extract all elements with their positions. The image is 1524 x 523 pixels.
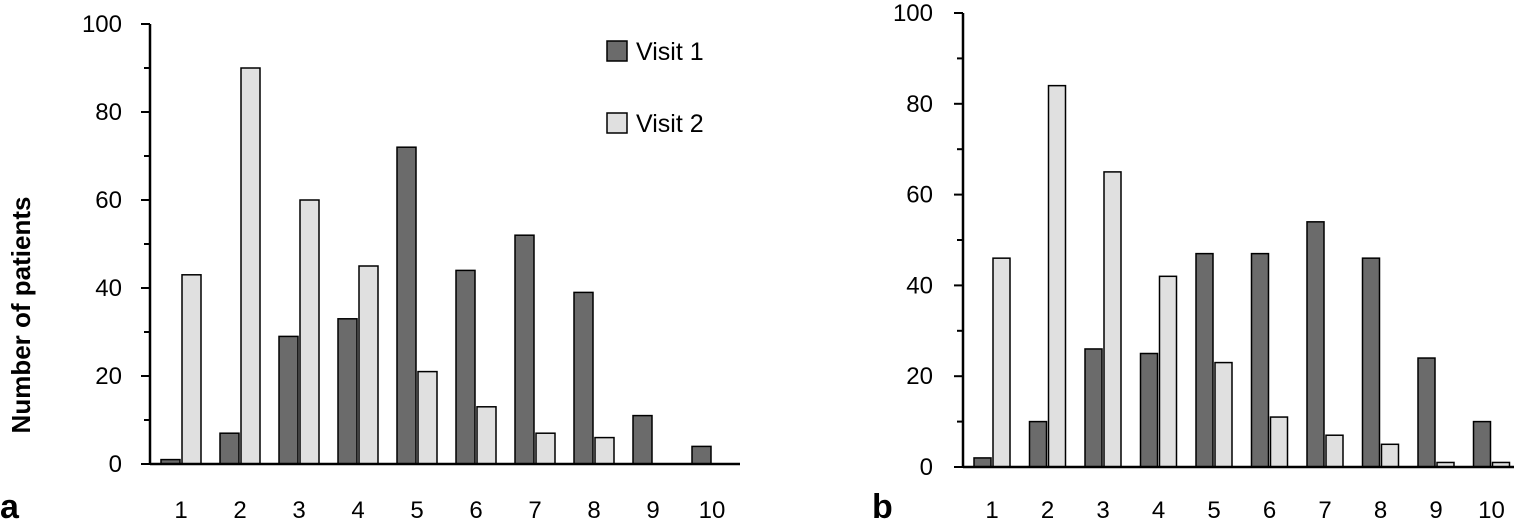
bar-visit-2: [417, 370, 438, 465]
bar-visit-2: [1380, 443, 1400, 468]
y-tick-label: 20: [95, 363, 122, 390]
bar-visit-2: [240, 67, 261, 465]
x-tick-label: 4: [1152, 497, 1165, 523]
bar-visit-1: [219, 432, 240, 465]
bar-visit-1: [632, 414, 653, 465]
bar-visit-2: [594, 436, 615, 465]
y-tick-label: 40: [906, 272, 933, 299]
y-tick-label: 80: [906, 91, 933, 118]
bar-visit-1: [396, 146, 417, 465]
x-tick-label: 9: [1429, 497, 1442, 523]
bar-visit-2: [1047, 84, 1067, 468]
bar-visit-2: [535, 432, 556, 465]
bar-visit-1: [1417, 357, 1436, 468]
bar-visit-1: [514, 234, 535, 465]
legend: Visit 1 Visit 2: [606, 38, 704, 138]
x-tick-label: 1: [174, 497, 187, 523]
y-axis-label: Number of patients: [6, 197, 36, 434]
bar-visit-1: [1139, 352, 1159, 468]
x-tick-label: 2: [1041, 497, 1054, 523]
panel-a-label: a: [0, 488, 20, 523]
legend-label-visit-2: Visit 2: [636, 110, 704, 138]
bar-visit-2: [1269, 416, 1289, 468]
panel-b-chart: 0 20 40 60 80 100 1 2 3 4 5 6 7 8 9 10: [893, 0, 1514, 523]
x-tick-label: 4: [351, 497, 364, 523]
x-tick-label: 1: [985, 497, 998, 523]
x-tick-label: 5: [410, 497, 423, 523]
y-tick-label: 100: [82, 11, 122, 38]
bar-visit-1: [691, 445, 712, 465]
panel-b-label: b: [872, 488, 893, 523]
y-tick-label: 60: [906, 182, 933, 209]
x-tick-label: 6: [469, 497, 482, 523]
bar-visit-1: [1306, 221, 1325, 468]
bar-visit-1: [1195, 252, 1214, 468]
x-tick-label: 7: [1318, 497, 1331, 523]
bar-visit-2: [1103, 171, 1122, 468]
panel-a-chart: 0 20 40 60 80 100 1 2 3 4 5 6 7 8 9 10 Visit 1 Visit 2: [82, 11, 740, 523]
bar-visit-1: [1028, 420, 1048, 468]
bar-visit-1: [1472, 420, 1492, 468]
legend-label-visit-1: Visit 1: [636, 38, 704, 66]
bar-visit-2: [1325, 434, 1344, 468]
x-tick-label: 5: [1207, 497, 1220, 523]
x-tick-label: 3: [292, 497, 305, 523]
bar-visit-1: [973, 457, 992, 468]
bar-visit-2: [1158, 275, 1178, 468]
bar-visit-1: [1250, 252, 1270, 468]
y-tick-label: 0: [920, 454, 933, 481]
x-tick-label: 6: [1263, 497, 1276, 523]
bar-visit-2: [358, 265, 379, 465]
y-tick-label: 60: [95, 187, 122, 214]
x-tick-label: 8: [587, 497, 600, 523]
x-tick-label: 2: [233, 497, 246, 523]
bar-visit-1: [1361, 257, 1381, 468]
y-tick-label: 100: [893, 0, 933, 27]
bar-visit-1: [278, 335, 299, 465]
x-tick-label: 10: [699, 497, 726, 523]
y-tick-label: 40: [95, 275, 122, 302]
y-tick-label: 20: [906, 363, 933, 390]
y-tick-label: 0: [109, 451, 122, 478]
x-tick-label: 7: [528, 497, 541, 523]
legend-swatch-visit-2: [606, 112, 628, 134]
legend-swatch-visit-1: [606, 40, 628, 62]
bar-visit-1: [337, 318, 358, 465]
bar-visit-1: [573, 291, 594, 465]
bar-visit-1: [455, 269, 476, 465]
bar-visit-2: [181, 274, 202, 465]
bar-visit-2: [1214, 361, 1233, 468]
x-tick-label: 8: [1374, 497, 1387, 523]
bar-visit-2: [299, 199, 320, 465]
y-tick-label: 80: [95, 99, 122, 126]
bar-visit-2: [476, 406, 497, 465]
bar-visit-1: [1084, 348, 1103, 468]
x-tick-label: 10: [1478, 497, 1505, 523]
x-tick-label: 9: [646, 497, 659, 523]
bar-visit-2: [992, 257, 1011, 468]
x-tick-label: 3: [1096, 497, 1109, 523]
